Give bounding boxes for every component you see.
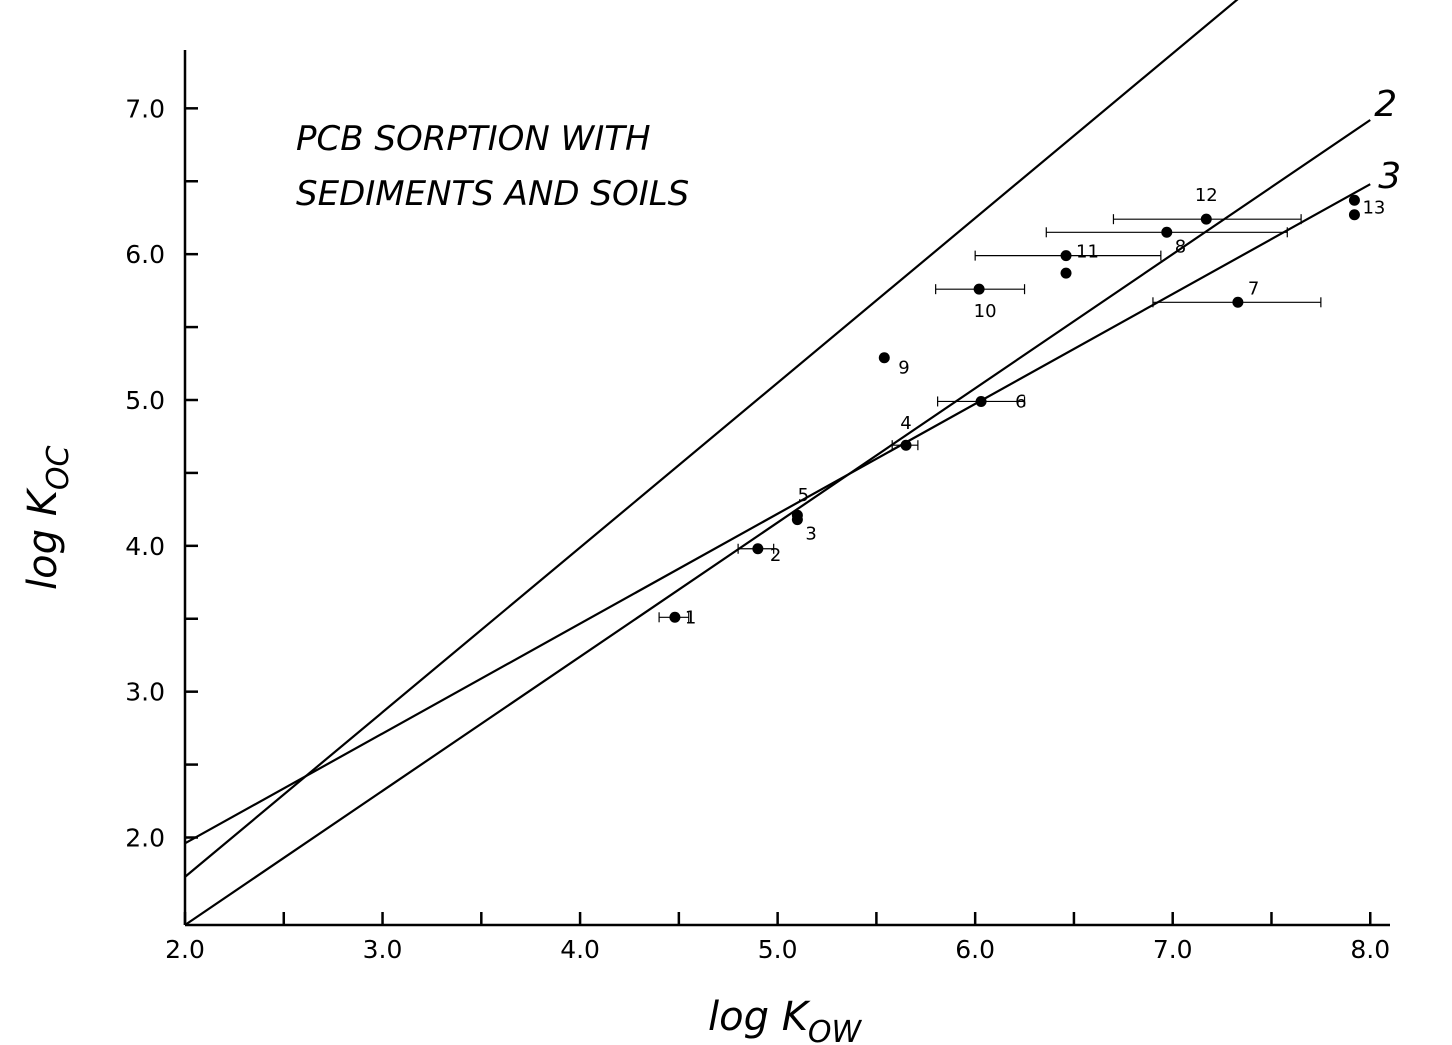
data-point-11 bbox=[1060, 250, 1072, 262]
x-axis-title-sub: OW bbox=[808, 1015, 863, 1045]
point-label-7: 7 bbox=[1248, 278, 1259, 299]
fit-lines: 123 bbox=[184, 0, 1401, 926]
y-tick-label: 6.0 bbox=[125, 240, 165, 269]
point-label-8: 8 bbox=[1175, 236, 1186, 257]
fit-line-label-3: 3 bbox=[1378, 156, 1401, 197]
point-label-4: 4 bbox=[900, 413, 911, 434]
chart-title-line-1: PCB SORPTION WITH bbox=[296, 119, 651, 159]
data-point-13 bbox=[1348, 209, 1360, 221]
x-axis-title-main: log K bbox=[708, 994, 811, 1040]
point-label-10: 10 bbox=[974, 301, 997, 322]
chart-title-line-2: SEDIMENTS AND SOILS bbox=[296, 174, 689, 214]
data-point-1 bbox=[669, 611, 681, 623]
chart-title: PCB SORPTION WITH SEDIMENTS AND SOILS bbox=[296, 119, 689, 214]
fit-line-label-2: 2 bbox=[1374, 84, 1397, 125]
point-label-6: 6 bbox=[1015, 391, 1026, 412]
x-tick-label: 8.0 bbox=[1350, 935, 1390, 964]
data-point-4 bbox=[900, 439, 912, 451]
y-tick-label: 2.0 bbox=[125, 824, 165, 853]
data-point-2 bbox=[752, 543, 764, 555]
fit-line-2 bbox=[184, 119, 1371, 926]
x-axis-title: log KOW bbox=[708, 994, 863, 1045]
fit-line-3 bbox=[184, 183, 1371, 845]
x-tick-label: 7.0 bbox=[1153, 935, 1193, 964]
y-tick-label: 4.0 bbox=[125, 532, 165, 561]
data-point-10 bbox=[973, 283, 985, 295]
data-point-7 bbox=[1232, 296, 1244, 308]
y-axis-title: log KOC bbox=[20, 445, 76, 590]
data-point-11 bbox=[1060, 267, 1072, 279]
x-tick-label: 3.0 bbox=[363, 935, 403, 964]
point-label-1: 1 bbox=[685, 607, 696, 628]
data-point-6 bbox=[975, 395, 987, 407]
x-tick-label: 6.0 bbox=[955, 935, 995, 964]
axes bbox=[183, 50, 1390, 927]
y-tick-label: 7.0 bbox=[125, 94, 165, 123]
point-label-3: 3 bbox=[805, 524, 816, 545]
x-tick-label: 2.0 bbox=[165, 935, 205, 964]
data-point-13 bbox=[1348, 194, 1360, 206]
fit-line-1 bbox=[184, 0, 1239, 878]
data-point-12 bbox=[1200, 213, 1212, 225]
y-tick-label: 5.0 bbox=[125, 386, 165, 415]
point-label-2: 2 bbox=[770, 545, 781, 566]
data-point-5 bbox=[791, 509, 803, 521]
ticks: 2.0 3.0 4.0 5.0 6.0 7.0 8.0 2.0 3.0 4.0 5.0 6.0 7.0 bbox=[125, 94, 1390, 964]
point-label-5: 5 bbox=[798, 485, 809, 506]
point-label-9: 9 bbox=[898, 358, 909, 379]
x-tick-label: 5.0 bbox=[758, 935, 798, 964]
data-point-8 bbox=[1161, 226, 1173, 238]
point-label-13: 13 bbox=[1362, 198, 1385, 219]
y-tick-label: 3.0 bbox=[125, 678, 165, 707]
point-label-11: 11 bbox=[1076, 242, 1099, 263]
y-axis-title-main: log K bbox=[20, 487, 66, 590]
x-tick-label: 4.0 bbox=[560, 935, 600, 964]
point-label-12: 12 bbox=[1195, 185, 1218, 206]
y-axis-title-sub: OC bbox=[41, 445, 76, 490]
data-point-9 bbox=[878, 352, 890, 364]
